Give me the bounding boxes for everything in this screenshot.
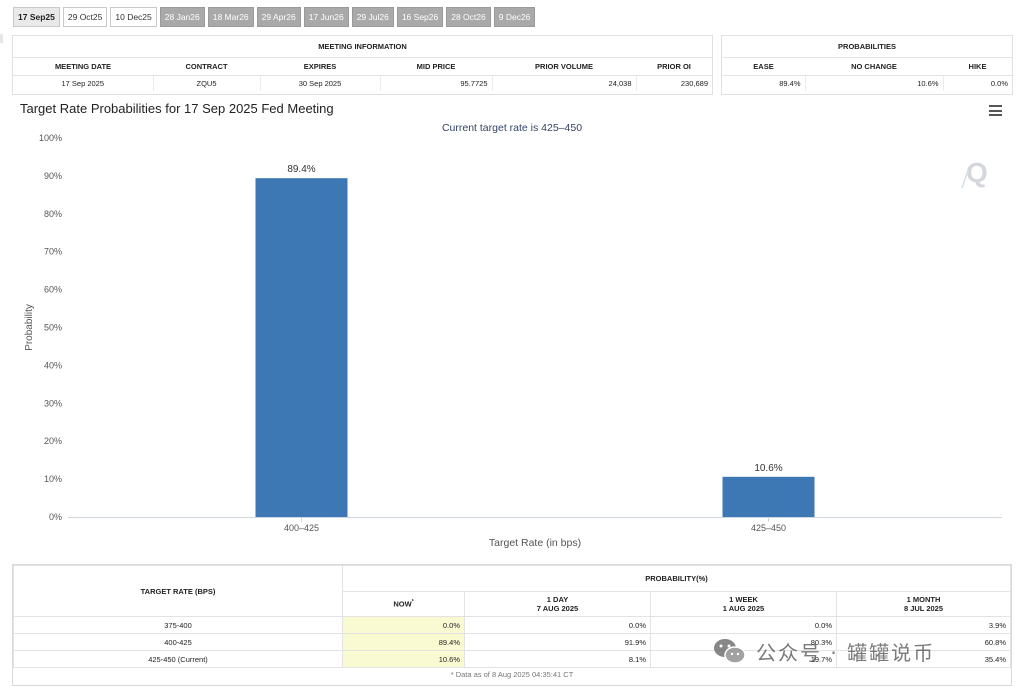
prior-oi-value: 230,689: [680, 78, 708, 88]
tab-meeting-1[interactable]: 29 Oct25: [62, 7, 108, 27]
col-contract: CONTRACT: [153, 57, 260, 76]
cell-now: 89.4%: [342, 633, 465, 651]
probabilities-panel: PROBABILITIES EASE NO CHANGE HIKE 89.4% …: [721, 35, 1013, 95]
col-1week: 1 WEEK: [729, 595, 758, 604]
y-tick-label: 100%: [39, 133, 62, 143]
y-tick-label: 40%: [44, 360, 62, 370]
no-change-value: 10.6%: [805, 75, 944, 91]
tab-meeting-4[interactable]: 18 Mar26: [207, 7, 254, 27]
cell-now: 0.0%: [342, 616, 465, 634]
tab-meeting-10[interactable]: 9 Dec26: [493, 7, 536, 27]
svg-text:Q: Q: [966, 157, 988, 188]
x-tick-label: 400–425: [284, 523, 319, 533]
probability-header: PROBABILITY(%): [342, 565, 1011, 592]
table-row: 400-425 89.4% 91.9% 80.3% 60.8%: [13, 633, 1011, 651]
col-1day-date: 7 AUG 2025: [536, 604, 579, 613]
prior-volume-value: 24,038: [492, 75, 637, 91]
tab-meeting-6[interactable]: 17 Jun26: [303, 7, 349, 27]
meeting-information-panel: MEETING INFORMATION MEETING DATE CONTRAC…: [12, 35, 713, 95]
data-timestamp-note: * Data as of 8 Aug 2025 04:35:41 CT: [450, 670, 574, 679]
chart-title: Target Rate Probabilities for 17 Sep 202…: [20, 101, 334, 116]
y-tick-label: 60%: [44, 285, 62, 295]
col-hike: HIKE: [943, 57, 1012, 76]
y-tick-label: 20%: [44, 436, 62, 446]
table-row: 89.4% 10.6% 0.0%: [722, 75, 1012, 91]
col-expires: EXPIRES: [260, 57, 380, 76]
cell-rate: 425-450 (Current): [13, 650, 343, 668]
ease-value: 89.4%: [722, 75, 806, 91]
col-mid-price: MID PRICE: [380, 57, 492, 76]
watermark: 公众号 · 罐罐说币: [712, 636, 935, 666]
probabilities-title: PROBABILITIES: [722, 36, 1012, 58]
contract-value: ZQU5: [153, 75, 261, 91]
col-meeting-date: MEETING DATE: [13, 57, 153, 76]
y-tick-label: 70%: [44, 247, 62, 257]
cell-week: 0.0%: [650, 616, 837, 634]
x-axis-title: Target Rate (in bps): [489, 537, 581, 549]
mid-price-value: 95.7725: [380, 75, 493, 91]
cell-month: 35.4%: [836, 650, 1011, 668]
sidebar-edge: [0, 34, 3, 43]
tab-meeting-3[interactable]: 28 Jan26: [159, 7, 205, 27]
tab-meeting-0[interactable]: 17 Sep25: [13, 7, 60, 27]
y-tick-label: 0%: [49, 512, 62, 522]
q-logo-icon: Q: [961, 157, 988, 189]
col-now: NOW: [393, 599, 412, 609]
col-now-footnote-mark: *: [411, 599, 414, 606]
bar-chart-plot: 0% 10% 20% 30% 40% 50% 60% 70% 80% 90% 100% 89.4% 40…: [24, 133, 1002, 549]
cell-day: 8.1%: [464, 650, 651, 668]
tab-meeting-2[interactable]: 10 Dec25: [110, 7, 157, 27]
col-1month: 1 MONTH: [906, 595, 941, 604]
y-tick-label: 30%: [44, 398, 62, 408]
bar-data-label: 89.4%: [287, 164, 315, 175]
table-row: 17 Sep 2025 ZQU5 30 Sep 2025 95.7725 24,…: [13, 75, 712, 91]
tab-meeting-9[interactable]: 28 Oct26: [446, 7, 491, 27]
wechat-icon: [714, 639, 746, 664]
y-tick-label: 50%: [44, 323, 62, 333]
meeting-date-value: 17 Sep 2025: [13, 75, 154, 91]
col-1month-date: 8 JUL 2025: [903, 604, 944, 613]
target-rate-chart: Target Rate Probabilities for 17 Sep 202…: [12, 96, 1012, 558]
cell-day: 0.0%: [464, 616, 651, 634]
x-tick-label: 425–450: [751, 523, 786, 533]
col-1day: 1 DAY: [546, 595, 569, 604]
expires-value: 30 Sep 2025: [260, 75, 381, 91]
col-prior-volume: PRIOR VOLUME: [492, 57, 636, 76]
tab-meeting-8[interactable]: 16 Sep26: [396, 7, 444, 27]
tab-meeting-7[interactable]: 29 Jul26: [351, 7, 394, 27]
y-tick-label: 10%: [44, 474, 62, 484]
col-ease: EASE: [722, 57, 805, 76]
y-tick-label: 90%: [44, 171, 62, 181]
bar-data-label: 10.6%: [754, 463, 782, 474]
chart-subtitle: Current target rate is 425–450: [441, 122, 583, 134]
col-prior-oi: PRIOR OI: [636, 57, 712, 76]
hike-value: 0.0%: [990, 78, 1008, 88]
cell-now: 10.6%: [342, 650, 465, 668]
col-1week-date: 1 AUG 2025: [722, 604, 765, 613]
y-axis-title: Probability: [24, 304, 35, 351]
target-rate-header: TARGET RATE (BPS): [13, 565, 343, 617]
hamburger-menu-icon[interactable]: [989, 105, 1002, 116]
cell-day: 91.9%: [464, 633, 651, 651]
bar-400–425: [255, 178, 348, 517]
cell-rate: 375-400: [13, 616, 343, 634]
col-no-change: NO CHANGE: [805, 57, 943, 76]
watermark-text: 公众号 · 罐罐说币: [756, 640, 936, 665]
probability-history-panel: TARGET RATE (BPS) PROBABILITY(%) NOW* 1 …: [12, 564, 1012, 686]
cell-rate: 400-425: [13, 633, 343, 651]
cell-month: 3.9%: [836, 616, 1011, 634]
table-row: 375-400 0.0% 0.0% 0.0% 3.9%: [13, 616, 1011, 634]
meeting-information-title: MEETING INFORMATION: [13, 36, 712, 58]
bar-425–450: [722, 476, 815, 517]
meeting-tabs: 17 Sep25 29 Oct25 10 Dec25 28 Jan26 18 Mar26…: [13, 7, 536, 27]
y-tick-label: 80%: [44, 209, 62, 219]
tab-meeting-5[interactable]: 29 Apr26: [256, 7, 301, 27]
